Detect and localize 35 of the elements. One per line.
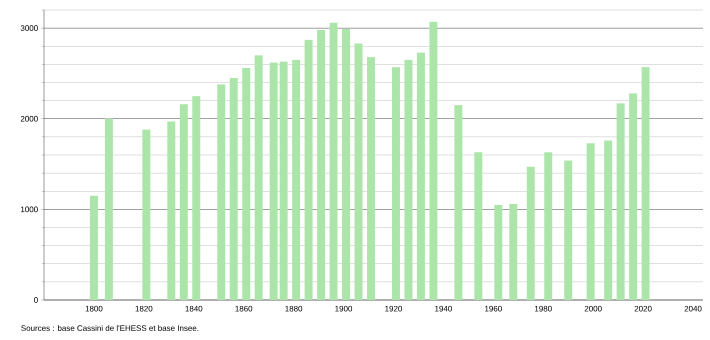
bar bbox=[167, 121, 176, 300]
bar bbox=[392, 67, 400, 300]
bar bbox=[604, 140, 612, 300]
bar bbox=[254, 55, 263, 300]
bar bbox=[367, 57, 375, 300]
bar bbox=[230, 78, 238, 300]
bar bbox=[509, 204, 518, 300]
bar bbox=[586, 143, 595, 300]
bar bbox=[642, 67, 650, 300]
bar bbox=[142, 130, 150, 300]
bar bbox=[104, 118, 113, 300]
bar bbox=[192, 96, 200, 300]
bar bbox=[90, 196, 98, 300]
bar bbox=[354, 44, 363, 300]
bar bbox=[342, 29, 350, 300]
bar bbox=[416, 52, 425, 300]
bar bbox=[564, 160, 572, 300]
bar bbox=[454, 105, 462, 300]
bar bbox=[330, 22, 338, 300]
bar bbox=[280, 62, 288, 300]
bar bbox=[242, 68, 250, 300]
bar bbox=[494, 204, 502, 300]
bar bbox=[317, 30, 326, 300]
bar bbox=[270, 62, 278, 300]
bar bbox=[616, 103, 625, 300]
bar bbox=[304, 40, 313, 300]
bar bbox=[429, 22, 438, 300]
bar bbox=[292, 60, 300, 300]
bar bbox=[404, 60, 412, 300]
bar bbox=[474, 152, 482, 300]
bar bbox=[217, 84, 226, 300]
bar bbox=[180, 104, 188, 300]
bar bbox=[526, 166, 535, 300]
bar bbox=[544, 152, 552, 300]
bar bbox=[629, 93, 638, 300]
